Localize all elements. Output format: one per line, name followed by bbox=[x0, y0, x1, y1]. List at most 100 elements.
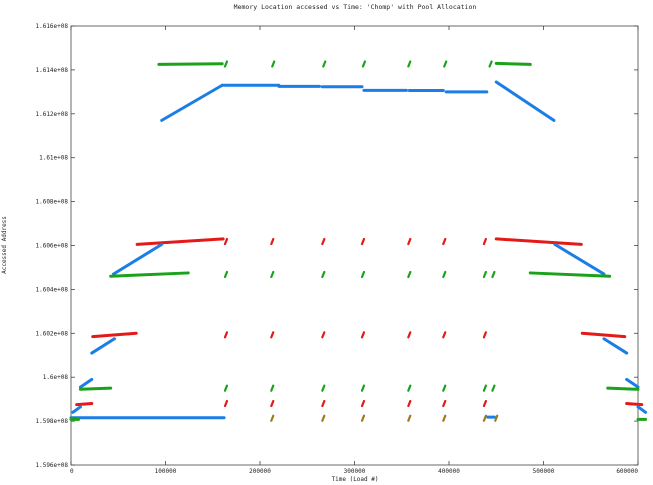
data-segment-blue bbox=[625, 377, 640, 389]
data-point-red bbox=[482, 399, 488, 408]
data-point-red bbox=[223, 399, 229, 408]
data-segment-green bbox=[109, 271, 190, 278]
x-tick-label: 100000 bbox=[155, 468, 177, 475]
data-point-green bbox=[407, 384, 412, 392]
y-tick-label: 1.614e+08 bbox=[35, 67, 68, 74]
data-point-green bbox=[223, 60, 229, 68]
data-segment-green bbox=[606, 386, 640, 391]
x-axis: 0 100000 200000 300000 400000 500000 600000 bbox=[70, 26, 639, 475]
data-point-red bbox=[321, 399, 326, 408]
data-point-green bbox=[321, 384, 326, 392]
data-point-red bbox=[407, 331, 412, 339]
data-point-red bbox=[321, 331, 326, 339]
y-tick-label: 1.61e+08 bbox=[39, 155, 68, 162]
data-segment-red bbox=[494, 237, 583, 246]
y-axis: 1.596e+08 1.598e+08 1.6e+08 1.602e+08 1.604e… bbox=[35, 23, 638, 469]
data-point-green bbox=[491, 384, 496, 392]
data-point-green bbox=[271, 60, 276, 68]
data-point-olive bbox=[482, 414, 488, 422]
y-tick-label: 1.6e+08 bbox=[43, 374, 69, 381]
data-segment-green bbox=[157, 62, 224, 66]
plot-area bbox=[70, 25, 639, 466]
data-point-green bbox=[443, 60, 448, 68]
data-segment-green bbox=[494, 61, 532, 66]
data-segment-blue bbox=[553, 242, 606, 276]
data-point-green bbox=[223, 270, 229, 279]
data-point-red bbox=[442, 331, 447, 339]
data-point-green bbox=[360, 384, 366, 392]
data-point-red bbox=[321, 237, 326, 246]
data-point-red bbox=[442, 399, 447, 408]
data-point-green bbox=[270, 270, 275, 279]
x-axis-label: Time (Load #) bbox=[332, 476, 379, 483]
data-point-green bbox=[270, 384, 275, 392]
data-segment-blue bbox=[160, 83, 224, 122]
data-point-green bbox=[223, 384, 229, 392]
data-point-green bbox=[442, 384, 447, 392]
data-segment-blue bbox=[636, 405, 648, 414]
data-point-red bbox=[360, 331, 366, 339]
x-tick-label: 400000 bbox=[438, 468, 460, 475]
data-point-green bbox=[321, 270, 326, 279]
data-point-olive bbox=[494, 414, 499, 422]
y-tick-label: 1.602e+08 bbox=[35, 330, 68, 337]
data-segment-green bbox=[528, 271, 612, 278]
data-segment-green bbox=[78, 386, 113, 391]
data-segment-blue bbox=[112, 242, 164, 276]
y-tick-label: 1.612e+08 bbox=[35, 111, 68, 118]
x-tick-label: 300000 bbox=[344, 468, 366, 475]
data-point-red bbox=[223, 237, 229, 246]
data-segment-red bbox=[135, 237, 225, 246]
data-point-red bbox=[360, 399, 366, 408]
x-tick-label: 600000 bbox=[616, 468, 638, 475]
data-point-red bbox=[482, 237, 488, 246]
x-tick-label: 500000 bbox=[533, 468, 555, 475]
data-point-red bbox=[482, 331, 488, 339]
y-tick-label: 1.606e+08 bbox=[35, 243, 68, 250]
data-point-green bbox=[491, 270, 496, 279]
data-point-green bbox=[322, 60, 327, 68]
data-point-green bbox=[442, 270, 447, 279]
data-point-red bbox=[442, 237, 447, 246]
data-point-red bbox=[270, 399, 275, 408]
plot-frame bbox=[70, 25, 639, 466]
data-point-olive bbox=[270, 414, 275, 422]
data-point-olive bbox=[407, 414, 412, 422]
chart-title: Memory Location accessed vs Time: 'Chomp… bbox=[234, 3, 477, 11]
data-point-red bbox=[223, 331, 229, 339]
data-point-green bbox=[361, 60, 367, 68]
y-tick-label: 1.608e+08 bbox=[35, 199, 68, 206]
data-segment-blue bbox=[78, 377, 94, 389]
data-point-red bbox=[360, 237, 366, 246]
y-tick-label: 1.604e+08 bbox=[35, 286, 68, 293]
data-point-red bbox=[407, 399, 412, 408]
data-segment-red bbox=[625, 402, 644, 407]
data-point-olive bbox=[360, 414, 366, 422]
y-axis-label: Accessed Address bbox=[1, 216, 8, 274]
y-tick-label: 1.598e+08 bbox=[35, 418, 68, 425]
data-segment-blue bbox=[90, 337, 116, 355]
data-point-red bbox=[270, 237, 275, 246]
x-tick-label: 0 bbox=[70, 468, 74, 475]
data-point-green bbox=[360, 270, 366, 279]
y-tick-label: 1.596e+08 bbox=[35, 462, 68, 469]
data-point-olive bbox=[442, 414, 447, 422]
data-point-red bbox=[270, 331, 275, 339]
data-segment-blue bbox=[494, 80, 556, 122]
data-marks bbox=[69, 60, 648, 422]
data-point-olive bbox=[321, 414, 326, 422]
x-tick-label: 200000 bbox=[249, 468, 271, 475]
data-segment-blue bbox=[71, 405, 82, 414]
data-point-red bbox=[407, 237, 412, 246]
data-segment-red bbox=[580, 331, 627, 339]
data-segment-red bbox=[91, 331, 138, 339]
data-segment-red bbox=[75, 402, 94, 407]
data-segment-blue bbox=[602, 337, 629, 355]
data-point-green bbox=[407, 60, 412, 68]
data-point-green bbox=[482, 384, 488, 392]
data-point-green bbox=[482, 270, 488, 279]
y-tick-label: 1.616e+08 bbox=[35, 23, 68, 30]
data-point-green bbox=[488, 60, 493, 68]
data-point-green bbox=[407, 270, 412, 279]
